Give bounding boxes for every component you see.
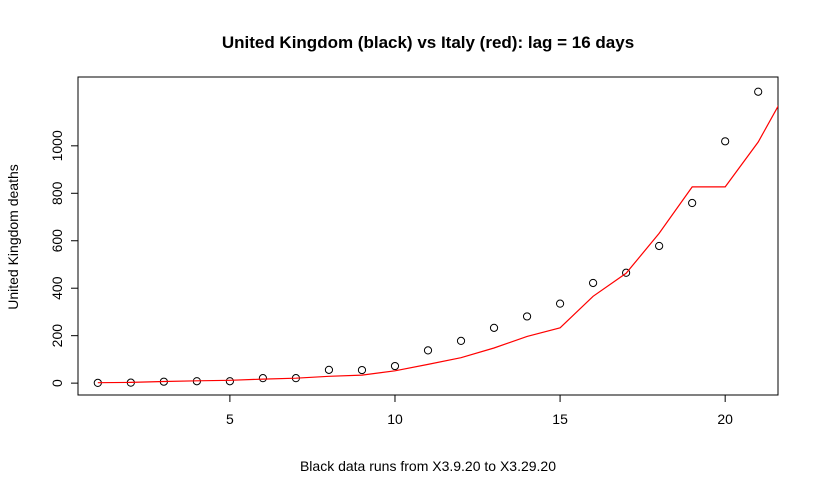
y-tick-label: 600 <box>49 229 65 253</box>
data-point <box>622 268 631 277</box>
data-point <box>655 241 664 251</box>
chart-title: United Kingdom (black) vs Italy (red): l… <box>222 33 634 52</box>
data-point <box>456 336 466 345</box>
y-tick-label: 800 <box>49 181 65 205</box>
y-tick-label: 400 <box>49 276 65 300</box>
data-point <box>522 312 532 321</box>
data-point <box>754 87 763 96</box>
plot-area <box>93 87 778 387</box>
data-point <box>324 365 334 374</box>
data-point <box>588 278 598 288</box>
x-tick-label: 5 <box>226 411 234 427</box>
y-axis-label: United Kingdom deaths <box>5 164 21 310</box>
data-point <box>688 198 697 208</box>
data-point <box>423 346 433 355</box>
x-axis-label: Black data runs from X3.9.20 to X3.29.20 <box>300 458 556 474</box>
series-line <box>97 105 778 384</box>
x-tick-label: 20 <box>717 411 733 427</box>
plot-frame <box>77 76 779 396</box>
x-tick-label: 15 <box>552 411 568 427</box>
y-tick-label: 0 <box>49 379 65 387</box>
x-axis: 5 10 15 20 <box>226 394 733 427</box>
data-point <box>225 377 234 386</box>
data-point <box>721 137 730 146</box>
y-tick-label: 1000 <box>49 130 65 161</box>
data-point <box>357 365 367 375</box>
x-tick-label: 10 <box>387 411 403 427</box>
y-tick-label: 200 <box>49 324 65 348</box>
data-point <box>489 323 499 332</box>
data-point <box>390 361 400 371</box>
data-point <box>258 374 268 383</box>
y-axis: 0 200 400 600 800 1000 <box>49 130 79 387</box>
data-point <box>555 299 565 308</box>
